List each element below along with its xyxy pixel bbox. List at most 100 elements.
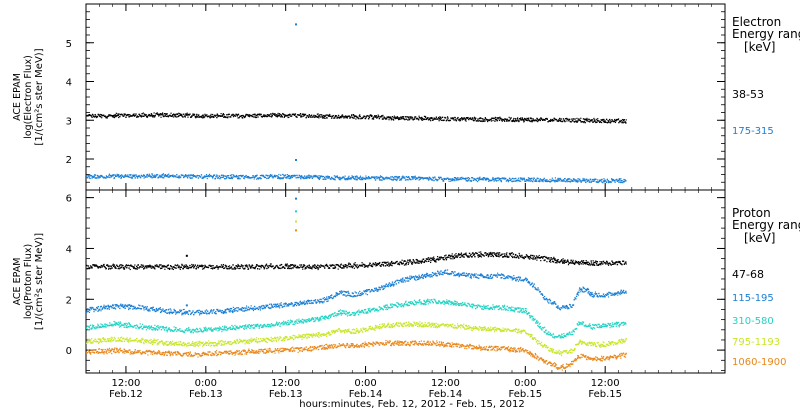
data-point — [406, 304, 409, 306]
data-point — [236, 307, 238, 309]
data-point — [218, 265, 220, 268]
data-point — [273, 325, 275, 327]
data-point — [147, 266, 150, 268]
data-point — [571, 118, 573, 120]
data-point — [222, 114, 224, 117]
data-point — [486, 277, 488, 279]
data-point — [334, 116, 336, 118]
data-point — [336, 176, 338, 178]
data-point — [329, 113, 331, 116]
data-point — [275, 304, 277, 306]
data-point — [122, 324, 124, 327]
data-point — [614, 263, 616, 265]
data-point — [593, 295, 595, 297]
data-point — [579, 261, 582, 263]
data-point — [271, 176, 274, 178]
data-point — [260, 115, 263, 118]
data-point — [344, 265, 347, 268]
data-point — [618, 178, 621, 181]
data-point — [393, 283, 395, 286]
data-point — [554, 301, 556, 303]
data-point — [496, 120, 498, 122]
data-point — [382, 308, 384, 311]
data-point — [89, 307, 92, 309]
data-point — [329, 177, 331, 180]
data-point — [107, 324, 109, 327]
data-point — [560, 118, 562, 120]
outlier-point — [295, 159, 298, 161]
data-point — [241, 309, 243, 311]
data-point — [474, 117, 476, 120]
data-point — [131, 176, 133, 178]
data-point — [176, 174, 178, 176]
data-point — [370, 288, 373, 291]
data-point — [557, 258, 559, 261]
data-point — [109, 305, 112, 307]
data-point — [301, 266, 304, 269]
data-point — [585, 262, 587, 264]
data-point — [351, 175, 353, 177]
data-point — [607, 264, 610, 266]
data-point — [198, 114, 200, 116]
data-point — [493, 274, 495, 276]
data-point — [340, 312, 342, 314]
data-point — [575, 180, 578, 183]
data-point — [418, 262, 420, 264]
data-point — [562, 179, 565, 181]
data-point — [417, 278, 420, 280]
data-point — [598, 263, 601, 265]
data-point — [411, 177, 414, 179]
data-point — [218, 115, 220, 117]
data-point — [397, 177, 400, 179]
data-point — [477, 120, 479, 122]
data-point — [218, 175, 221, 178]
data-point — [166, 115, 169, 117]
data-point — [331, 177, 334, 180]
data-point — [597, 181, 599, 184]
data-point — [409, 275, 411, 277]
data-point — [253, 327, 256, 329]
data-point — [265, 304, 267, 306]
data-point — [558, 180, 560, 182]
data-point — [462, 177, 465, 180]
data-point — [568, 178, 571, 180]
data-point — [423, 258, 425, 260]
data-point — [541, 293, 543, 296]
data-point — [448, 119, 450, 122]
data-point — [444, 270, 446, 272]
data-point — [110, 114, 113, 117]
data-point — [462, 118, 465, 120]
data-point — [289, 267, 292, 269]
data-point — [577, 178, 579, 180]
data-point — [371, 118, 374, 120]
data-point — [273, 114, 276, 116]
data-point — [594, 178, 596, 180]
data-point — [132, 113, 134, 116]
data-point — [217, 266, 220, 269]
data-point — [359, 176, 361, 179]
data-point — [585, 289, 588, 292]
data-point — [485, 177, 488, 180]
data-point — [620, 290, 622, 293]
data-point — [204, 329, 207, 332]
data-point — [492, 117, 495, 120]
data-point — [408, 260, 411, 262]
data-point — [354, 291, 356, 293]
data-point — [338, 313, 340, 315]
data-point — [173, 308, 175, 311]
data-point — [92, 307, 94, 309]
data-point — [583, 291, 585, 293]
data-point — [105, 267, 107, 269]
data-point — [607, 182, 610, 184]
data-point — [578, 289, 580, 291]
data-point — [289, 265, 291, 267]
data-point — [506, 118, 508, 121]
data-point — [282, 173, 284, 176]
data-point — [340, 290, 343, 292]
data-point — [541, 256, 543, 258]
data-point — [436, 256, 439, 258]
data-point — [119, 325, 122, 327]
data-point — [264, 115, 267, 117]
data-point — [468, 252, 471, 255]
data-point — [434, 272, 437, 275]
